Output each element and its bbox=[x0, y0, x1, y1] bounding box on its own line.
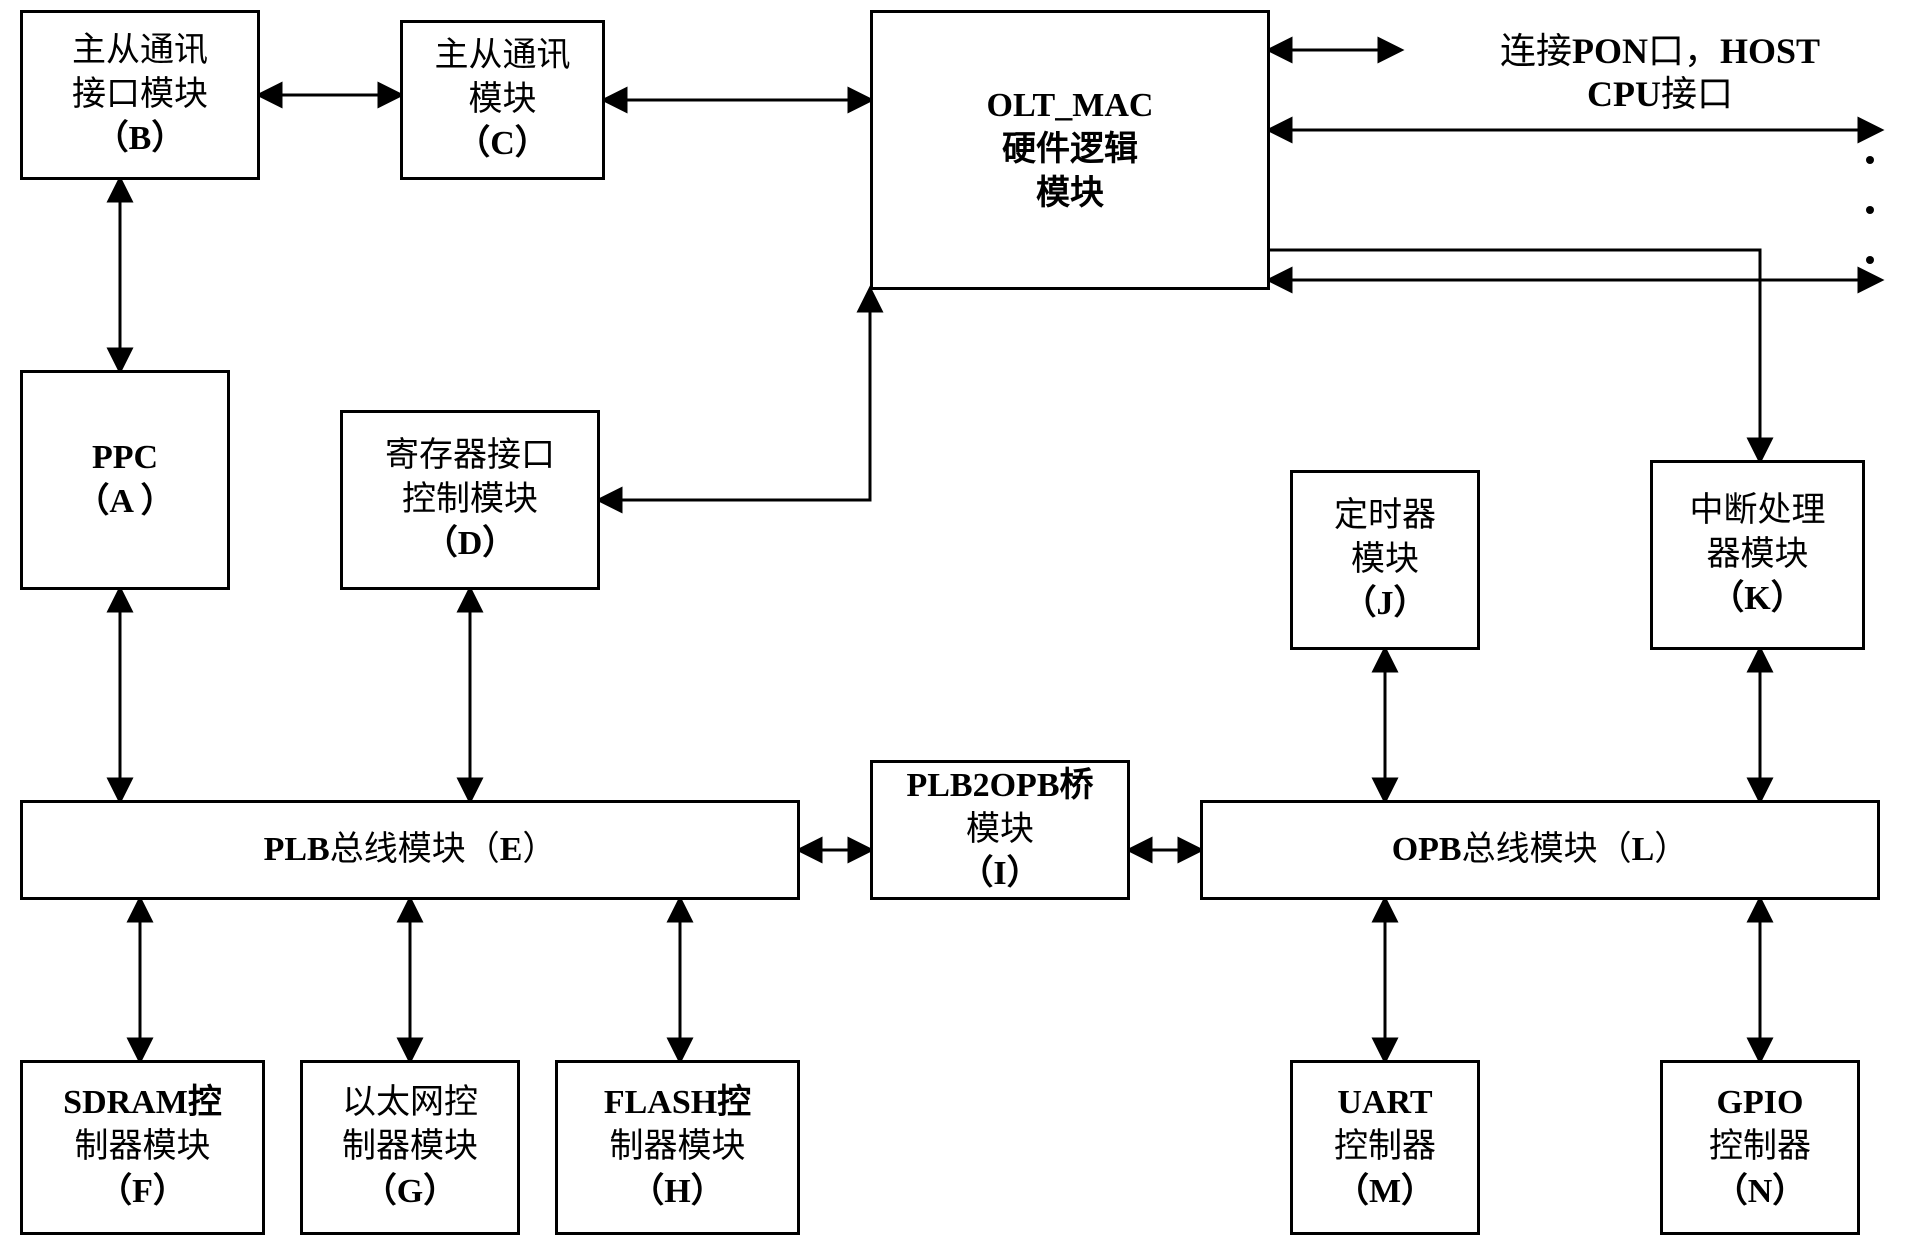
node-D-line-1: 控制模块 bbox=[402, 478, 538, 522]
node-K-line-1: 器模块 bbox=[1707, 533, 1809, 577]
node-C: 主从通讯模块（C） bbox=[400, 20, 605, 180]
node-M: UART控制器（M） bbox=[1290, 1060, 1480, 1235]
node-N-line-2: （N） bbox=[1714, 1170, 1807, 1214]
node-B-line-0: 主从通讯 bbox=[72, 29, 208, 73]
node-I-line-2: （I） bbox=[959, 852, 1040, 896]
node-OLT-line-0: OLT_MAC bbox=[987, 84, 1154, 128]
ellipsis-dot-0 bbox=[1866, 156, 1874, 164]
node-K-line-0: 中断处理 bbox=[1690, 489, 1826, 533]
node-G: 以太网控制器模块（G） bbox=[300, 1060, 520, 1235]
label-pon-host: 连接PON口，HOSTCPU接口 bbox=[1400, 30, 1920, 116]
node-M-line-2: （M） bbox=[1335, 1170, 1435, 1214]
node-A-line-1: （A ） bbox=[75, 480, 174, 524]
ellipsis-dot-1 bbox=[1866, 206, 1874, 214]
node-D: 寄存器接口控制模块（D） bbox=[340, 410, 600, 590]
node-C-line-2: （C） bbox=[456, 122, 549, 166]
ellipsis-dot-2 bbox=[1866, 256, 1874, 264]
node-OLT-line-1: 硬件逻辑 bbox=[1002, 128, 1138, 172]
node-F-line-0: SDRAM控 bbox=[63, 1081, 222, 1125]
node-C-line-0: 主从通讯 bbox=[435, 34, 571, 78]
node-M-line-1: 控制器 bbox=[1334, 1125, 1436, 1169]
node-L-line-0: OPB总线模块（L） bbox=[1392, 828, 1689, 872]
node-B: 主从通讯接口模块（B） bbox=[20, 10, 260, 180]
node-I: PLB2OPB桥模块（I） bbox=[870, 760, 1130, 900]
node-G-line-0: 以太网控 bbox=[342, 1081, 478, 1125]
node-E-line-0: PLB总线模块（E） bbox=[264, 828, 557, 872]
node-H-line-0: FLASH控 bbox=[604, 1081, 751, 1125]
node-K: 中断处理器模块（K） bbox=[1650, 460, 1865, 650]
node-N: GPIO控制器（N） bbox=[1660, 1060, 1860, 1235]
node-M-line-0: UART bbox=[1337, 1081, 1432, 1125]
node-A: PPC（A ） bbox=[20, 370, 230, 590]
node-B-line-2: （B） bbox=[95, 117, 186, 161]
node-N-line-0: GPIO bbox=[1717, 1081, 1804, 1125]
label-pon-line-0: 连接PON口，HOST bbox=[1400, 30, 1920, 73]
node-F: SDRAM控制器模块（F） bbox=[20, 1060, 265, 1235]
node-G-line-1: 制器模块 bbox=[342, 1125, 478, 1169]
node-J-line-0: 定时器 bbox=[1334, 494, 1436, 538]
node-G-line-2: （G） bbox=[363, 1170, 457, 1214]
node-J: 定时器模块（J） bbox=[1290, 470, 1480, 650]
label-pon-line-1: CPU接口 bbox=[1400, 73, 1920, 116]
node-C-line-1: 模块 bbox=[469, 78, 537, 122]
node-H-line-1: 制器模块 bbox=[610, 1125, 746, 1169]
node-OLT: OLT_MAC硬件逻辑模块 bbox=[870, 10, 1270, 290]
node-N-line-1: 控制器 bbox=[1709, 1125, 1811, 1169]
node-B-line-1: 接口模块 bbox=[72, 73, 208, 117]
node-I-line-1: 模块 bbox=[966, 808, 1034, 852]
node-K-line-2: （K） bbox=[1710, 577, 1804, 621]
node-D-line-0: 寄存器接口 bbox=[385, 434, 555, 478]
node-H-line-2: （H） bbox=[630, 1170, 724, 1214]
node-A-line-0: PPC bbox=[92, 436, 158, 480]
node-F-line-1: 制器模块 bbox=[75, 1125, 211, 1169]
edge-5 bbox=[600, 290, 870, 500]
node-L: OPB总线模块（L） bbox=[1200, 800, 1880, 900]
node-D-line-2: （D） bbox=[424, 522, 517, 566]
node-OLT-line-2: 模块 bbox=[1036, 172, 1104, 216]
node-E: PLB总线模块（E） bbox=[20, 800, 800, 900]
node-J-line-1: 模块 bbox=[1351, 538, 1419, 582]
node-J-line-2: （J） bbox=[1343, 582, 1428, 626]
node-I-line-0: PLB2OPB桥 bbox=[906, 764, 1093, 808]
node-F-line-2: （F） bbox=[98, 1170, 187, 1214]
edge-10 bbox=[1270, 250, 1760, 460]
node-H: FLASH控制器模块（H） bbox=[555, 1060, 800, 1235]
